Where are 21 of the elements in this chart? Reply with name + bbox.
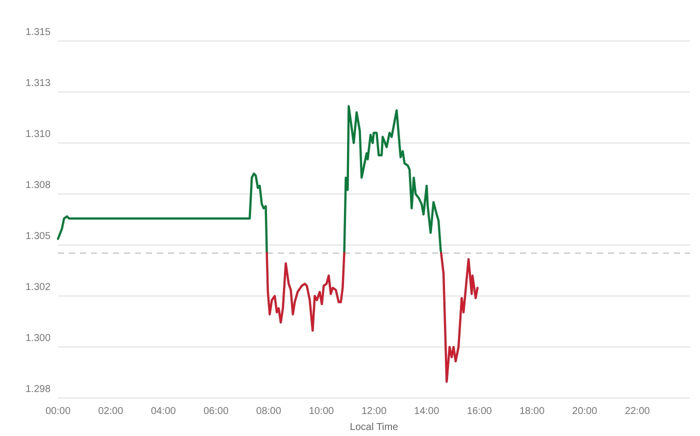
- y-tick-label: 1.308: [25, 180, 51, 191]
- y-tick-label: 1.313: [25, 78, 51, 89]
- x-tick-label: 08:00: [256, 406, 282, 417]
- x-tick-label: 16:00: [466, 406, 492, 417]
- y-tick-label: 1.300: [25, 333, 51, 344]
- x-tick-label: 12:00: [361, 406, 387, 417]
- x-axis-title: Local Time: [350, 422, 399, 433]
- y-tick-label: 1.310: [25, 129, 51, 140]
- x-tick-label: 04:00: [150, 406, 176, 417]
- y-tick-label: 1.298: [25, 384, 51, 395]
- x-tick-label: 18:00: [519, 406, 545, 417]
- x-tick-label: 20:00: [572, 406, 598, 417]
- x-tick-label: 22:00: [624, 406, 650, 417]
- y-tick-label: 1.302: [25, 282, 51, 293]
- x-tick-label: 14:00: [414, 406, 440, 417]
- x-tick-label: 10:00: [308, 406, 334, 417]
- x-tick-label: 02:00: [98, 406, 124, 417]
- y-tick-label: 1.315: [25, 27, 51, 38]
- y-tick-label: 1.305: [25, 231, 51, 242]
- x-tick-label: 06:00: [203, 406, 229, 417]
- x-tick-label: 00:00: [45, 406, 71, 417]
